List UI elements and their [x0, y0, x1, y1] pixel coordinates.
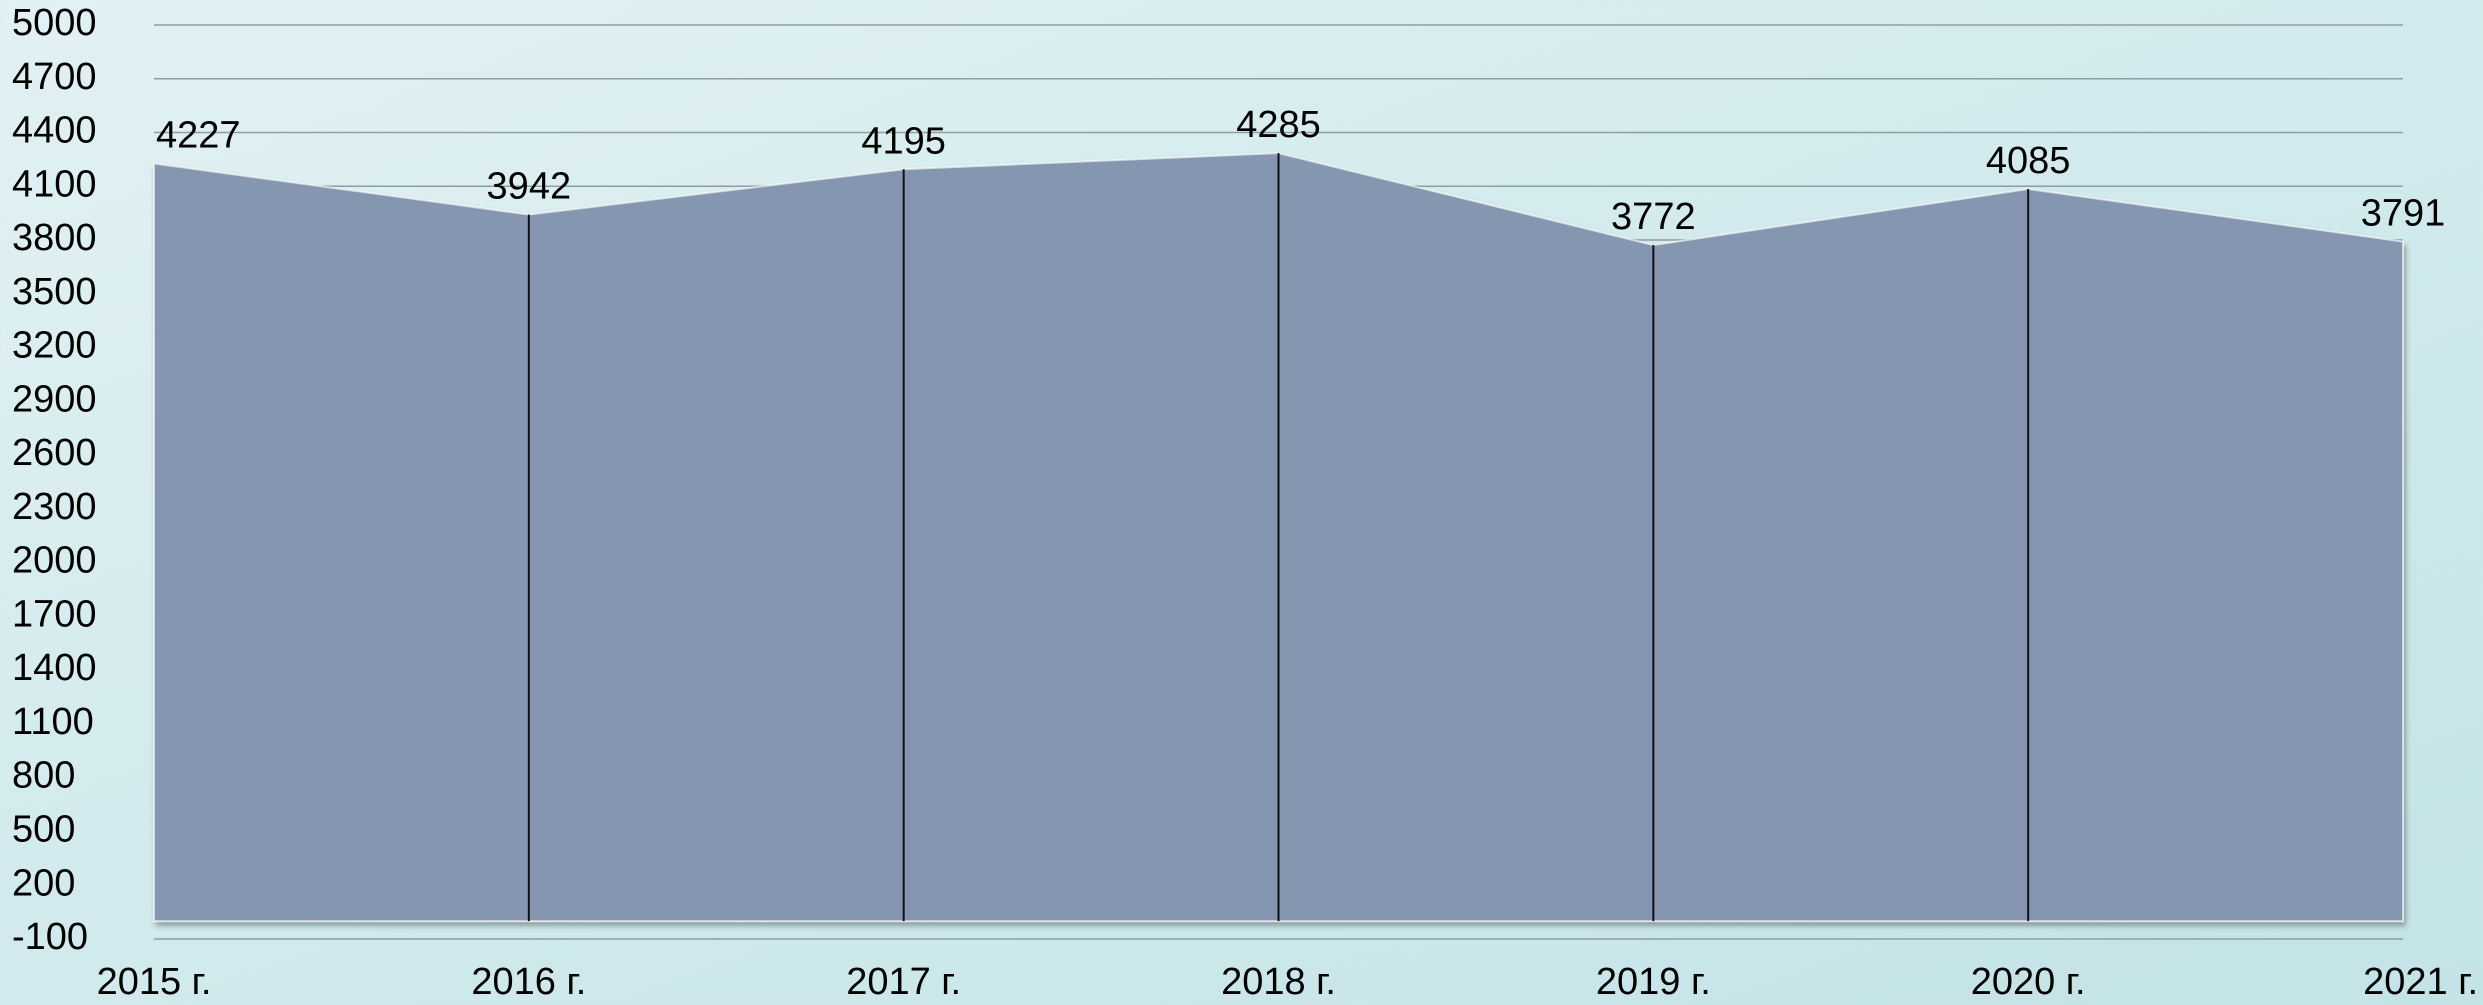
data-label: 4285 [1236, 104, 1321, 146]
y-tick-label: 4700 [12, 56, 97, 98]
x-tick-label: 2016 г. [471, 961, 586, 1003]
x-tick-label: 2018 г. [1221, 961, 1336, 1003]
x-tick-label: 2015 г. [97, 961, 212, 1003]
x-tick-label: 2020 г. [1971, 961, 2086, 1003]
y-tick-label: 3200 [12, 325, 97, 367]
y-tick-label: 3800 [12, 217, 97, 259]
y-tick-label: 5000 [12, 2, 97, 44]
y-tick-label: 200 [12, 862, 75, 904]
data-label: 4227 [156, 115, 241, 157]
y-tick-label: 4100 [12, 163, 97, 205]
data-label: 3791 [2361, 193, 2446, 235]
y-tick-label: 2900 [12, 378, 97, 420]
y-tick-label: 3500 [12, 271, 97, 313]
y-tick-label: 4400 [12, 110, 97, 152]
data-label: 3772 [1611, 196, 1696, 238]
data-label: 3942 [487, 166, 572, 208]
y-tick-label: 1400 [12, 647, 97, 689]
x-tick-label: 2021 г. [2363, 961, 2478, 1003]
x-tick-label: 2017 г. [846, 961, 961, 1003]
data-label: 4195 [861, 120, 946, 162]
y-tick-label: 800 [12, 755, 75, 797]
y-tick-label: 500 [12, 809, 75, 851]
y-tick-label: -100 [12, 916, 88, 958]
y-tick-label: 2000 [12, 540, 97, 582]
y-tick-label: 2300 [12, 486, 97, 528]
y-tick-label: 2600 [12, 432, 97, 474]
data-label: 4085 [1986, 140, 2071, 182]
y-tick-label: 1100 [12, 701, 94, 743]
y-tick-label: 1700 [12, 593, 97, 635]
x-tick-label: 2019 г. [1596, 961, 1711, 1003]
